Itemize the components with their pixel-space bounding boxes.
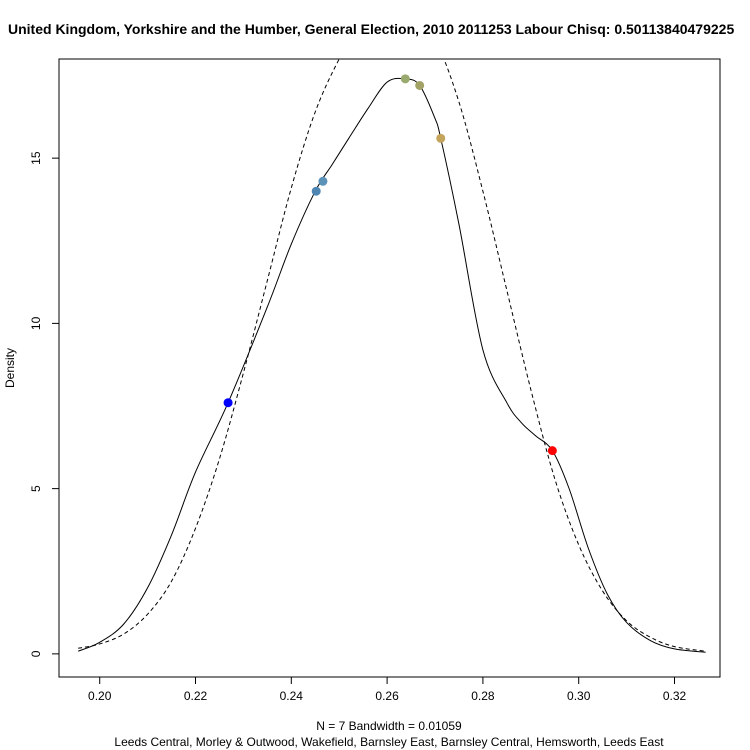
y-tick-label: 10 bbox=[29, 316, 43, 330]
data-point bbox=[318, 176, 328, 186]
data-point bbox=[400, 74, 410, 84]
data-point bbox=[436, 133, 446, 143]
x-tick-label: 0.30 bbox=[567, 689, 591, 703]
y-axis: 0 5 10 15 bbox=[29, 151, 60, 657]
x-tick-label: 0.20 bbox=[88, 689, 112, 703]
data-point bbox=[223, 398, 233, 408]
y-tick-label: 15 bbox=[29, 151, 43, 165]
x-axis-sublabel: Leeds Central, Morley & Outwood, Wakefie… bbox=[114, 735, 664, 749]
y-tick-label: 0 bbox=[29, 650, 43, 657]
x-tick-label: 0.32 bbox=[663, 689, 687, 703]
normal-fit-curve bbox=[78, 59, 706, 652]
data-point bbox=[415, 80, 425, 90]
x-axis-label: N = 7 Bandwidth = 0.01059 bbox=[316, 719, 462, 733]
x-tick-label: 0.22 bbox=[184, 689, 208, 703]
density-curve bbox=[77, 77, 706, 653]
x-tick-label: 0.28 bbox=[471, 689, 495, 703]
x-tick-label: 0.26 bbox=[375, 689, 399, 703]
data-point bbox=[311, 186, 321, 196]
y-tick-label: 5 bbox=[29, 485, 43, 492]
x-axis: 0.20 0.22 0.24 0.26 0.28 0.30 0.32 bbox=[88, 676, 687, 703]
x-tick-label: 0.24 bbox=[280, 689, 304, 703]
y-axis-label: Density bbox=[3, 348, 17, 388]
plot-frame bbox=[58, 58, 721, 678]
chart-title: United Kingdom, Yorkshire and the Humber… bbox=[8, 21, 734, 37]
data-point bbox=[547, 446, 557, 456]
plot-area bbox=[77, 59, 706, 653]
